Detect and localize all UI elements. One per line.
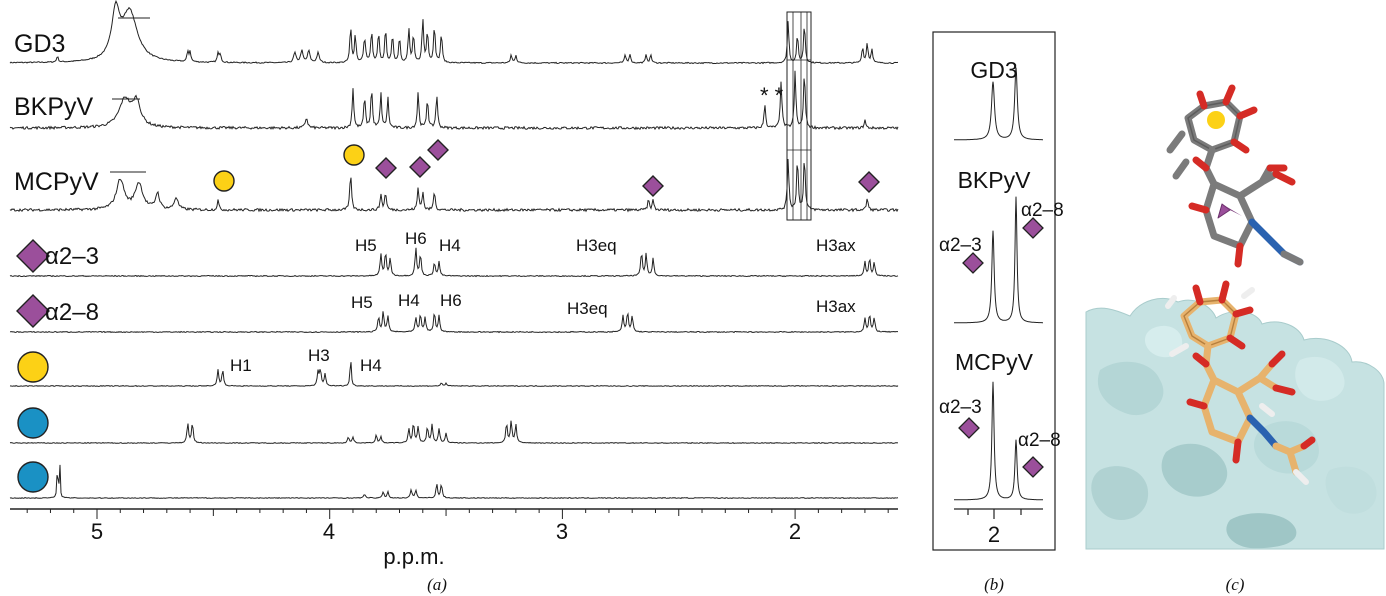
nmr-trace — [9, 247, 899, 278]
panel-b-frame — [932, 31, 1056, 551]
nmr-trace — [9, 0, 899, 65]
peak-label-h6: H6 — [440, 291, 462, 310]
spectrum-label-bkpyv: BKPyV — [14, 93, 94, 121]
nmr-trace — [9, 362, 899, 388]
glucose-symbol — [17, 461, 49, 493]
ligand-structure-bound — [1165, 280, 1316, 485]
panel-b-trace — [954, 196, 1043, 324]
nmr-trace — [9, 311, 898, 334]
sialic-acid-symbol — [1022, 456, 1044, 478]
panel-caption-a: (a) — [427, 575, 447, 594]
panel-b-tick-label: 2 — [988, 522, 1000, 547]
sialic-acid-symbol — [1022, 217, 1044, 239]
x-tick-label: 3 — [556, 519, 568, 544]
nmr-trace — [9, 70, 899, 131]
annotation-a28: α2–8 — [1018, 430, 1061, 451]
x-axis-label: p.p.m. — [383, 544, 444, 569]
peak-label-h4: H4 — [398, 291, 420, 310]
panel-caption-c: (c) — [1226, 575, 1245, 594]
region-box — [786, 11, 812, 221]
panel-b-trace — [954, 381, 1043, 501]
panel-b-label-mcpyv: MCPyV — [955, 349, 1034, 375]
x-axis-ticks — [26, 509, 889, 519]
spectrum-label-gd3: GD3 — [14, 30, 65, 58]
panel-a: GD3 BKPyV MCPyV α2–3 α2–8 H5 H6 H4 H3eq … — [9, 0, 899, 594]
spectrum-label-a23: α2–3 — [45, 243, 99, 270]
panel-b-label-bkpyv: BKPyV — [958, 167, 1032, 193]
impurity-asterisks: * * — [760, 83, 784, 108]
ligand-structure-free — [1166, 84, 1304, 268]
panel-b-traces — [954, 67, 1044, 501]
x-tick-label: 4 — [323, 519, 335, 544]
peak-label-h3ax: H3ax — [816, 236, 856, 255]
sialic-acid-symbol — [375, 157, 397, 179]
sialic-acid-symbol — [858, 171, 880, 193]
peak-label-h3: H3 — [308, 346, 330, 365]
panel-b: GD3 BKPyV MCPyV α2–3 α2–8 α2–3 α2–8 2 (b… — [932, 31, 1064, 594]
sialic-acid-symbol — [16, 239, 50, 273]
peak-label-h1: H1 — [230, 356, 252, 375]
annotation-a23: α2–3 — [939, 397, 982, 418]
x-tick-label: 5 — [91, 519, 103, 544]
galactose-symbol — [213, 170, 235, 192]
galactose-symbol — [343, 144, 365, 166]
nmr-traces — [9, 0, 899, 500]
x-tick-label: 2 — [789, 519, 801, 544]
nmr-trace — [9, 158, 899, 213]
annotation-a23: α2–3 — [939, 235, 982, 256]
panel-caption-b: (b) — [984, 575, 1004, 594]
sialic-acid-symbol — [642, 175, 664, 197]
sialic-acid-symbol — [962, 252, 984, 274]
peak-label-h5: H5 — [351, 293, 373, 312]
galactose-symbol — [17, 351, 49, 383]
peak-label-h3eq: H3eq — [576, 236, 617, 255]
sialic-acid-symbol — [16, 294, 50, 328]
peak-label-h3eq: H3eq — [567, 299, 608, 318]
protein-surface — [1085, 298, 1385, 550]
peak-label-h4: H4 — [360, 356, 382, 375]
peak-label-h6: H6 — [405, 229, 427, 248]
annotation-a28: α2–8 — [1021, 200, 1064, 221]
monosaccharide-symbols — [16, 139, 880, 493]
spectrum-label-mcpyv: MCPyV — [14, 168, 99, 196]
sialic-acid-symbol — [427, 139, 449, 161]
peak-label-h4: H4 — [439, 236, 461, 255]
panel-c: (c) — [1085, 84, 1385, 594]
nmr-trace — [9, 464, 899, 500]
sialic-acid-symbol — [409, 156, 431, 178]
peak-label-h5: H5 — [355, 236, 377, 255]
sialic-acid-symbol — [958, 417, 980, 439]
nmr-trace — [9, 420, 899, 445]
panel-b-trace — [954, 67, 1043, 141]
peak-label-h3ax: H3ax — [816, 297, 856, 316]
glucose-symbol — [17, 407, 49, 439]
panel-b-label-gd3: GD3 — [970, 57, 1017, 83]
spectrum-label-a28: α2–8 — [45, 299, 99, 326]
